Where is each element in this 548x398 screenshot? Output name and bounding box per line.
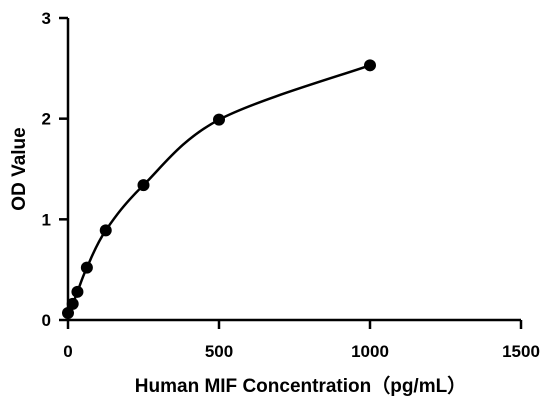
y-tick-label: 0 [42,311,51,330]
x-axis-title: Human MIF Concentration（pg/mL） [135,374,466,397]
x-tick-label: 0 [63,342,72,361]
x-ticks: 0 500 1000 1500 [63,320,540,361]
data-point [62,306,74,319]
data-point [364,59,376,72]
data-point [66,297,79,310]
fit-curve [66,64,371,314]
axes [66,18,521,322]
y-ticks: 0 1 2 3 [42,9,68,330]
y-tick-label: 1 [42,210,51,229]
y-tick-label: 3 [42,9,51,28]
y-tick-label: 2 [42,110,51,129]
y-axis-title: OD Value [9,127,30,210]
data-point [71,285,84,298]
data-point [137,179,150,192]
data-points [62,59,376,319]
x-tick-label: 500 [205,342,233,361]
x-tick-label: 1000 [351,342,389,361]
data-point [99,224,112,237]
data-point [80,261,93,274]
data-point [213,113,225,126]
x-tick-label: 1500 [502,342,540,361]
